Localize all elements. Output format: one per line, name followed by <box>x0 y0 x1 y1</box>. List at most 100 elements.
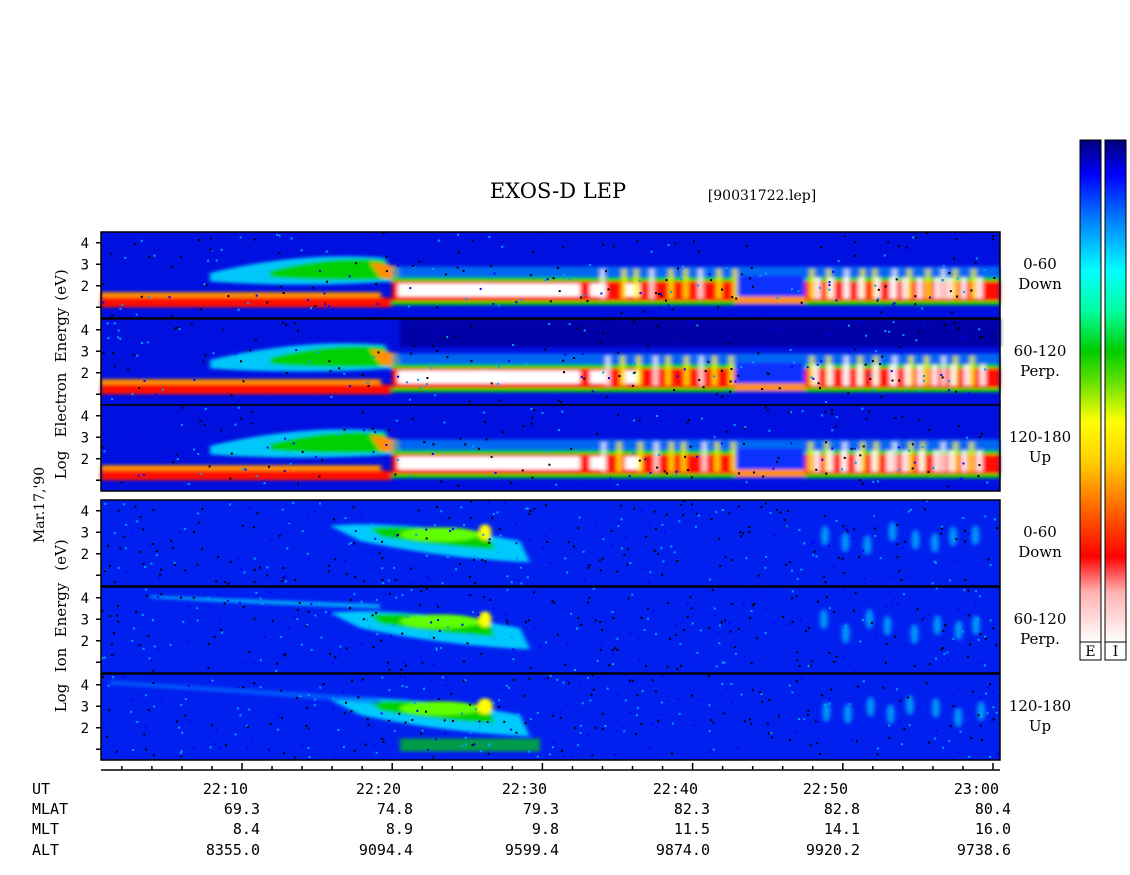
orbit-value: 8.9 <box>386 820 413 838</box>
colorbar-ion-label-box <box>1104 641 1127 661</box>
orbit-table: UT 22:10 22:20 22:30 22:40 22:50 23:00 MLAT 69.3… <box>32 780 1011 859</box>
panel-angle-label: 60-120 <box>1014 610 1067 628</box>
ion-ylabel-unit: (eV) <box>52 539 70 570</box>
panel-angle-label: 60-120 <box>1014 342 1067 360</box>
y-tick-label: 3 <box>81 257 89 273</box>
electron-ylabel-energy: Energy <box>52 307 70 362</box>
spectral-features <box>101 429 1000 481</box>
orbit-value: 9094.4 <box>359 841 413 859</box>
y-tick-label: 3 <box>81 525 89 541</box>
colorbar-ion-label: I <box>1113 644 1119 660</box>
y-tick-label: 3 <box>81 699 89 715</box>
noise-speckle <box>102 232 996 317</box>
panel-angle-label: 120-180 <box>1009 428 1071 446</box>
y-tick-label: 4 <box>81 409 89 425</box>
panel-frame <box>100 673 1001 761</box>
y-tick-label: 4 <box>81 504 89 520</box>
colorbars: E I <box>1079 139 1127 661</box>
orbit-row-label: UT <box>32 780 50 798</box>
ion-ylabel: Log Ion Energy (eV) <box>52 539 70 712</box>
colorbar-ion <box>1104 139 1127 643</box>
x-tick-label: 22:40 <box>653 780 698 798</box>
orbit-value: 16.0 <box>975 820 1011 838</box>
orbit-value: 8.4 <box>233 820 260 838</box>
panel-labels: 0-60 Down 60-120 Perp. 120-180 Up 0-60 Down 60-1… <box>1009 255 1071 735</box>
y-tick-label: 4 <box>81 591 89 607</box>
y-tick-label: 2 <box>81 721 89 737</box>
colorbar-electron-label-box <box>1079 641 1102 661</box>
date-label: Mar.17,'90 <box>32 467 48 543</box>
panel-direction-label: Perp. <box>1020 362 1060 380</box>
panel-direction-label: Down <box>1018 543 1062 561</box>
orbit-value: 9738.6 <box>957 841 1011 859</box>
orbit-value: 69.3 <box>224 800 260 818</box>
noise-speckle <box>102 319 994 404</box>
x-tick-label: 22:10 <box>203 780 248 798</box>
electron-ylabel-species: Electron <box>52 372 70 437</box>
y-tick-label: 2 <box>81 634 89 650</box>
file-tag: [90031722.lep] <box>708 188 816 204</box>
electron-ylabel: Log Electron Energy (eV) <box>52 269 70 479</box>
spectral-features <box>330 521 980 563</box>
y-tick-label: 2 <box>81 452 89 468</box>
orbit-row-label: MLT <box>32 820 59 838</box>
time-axis <box>101 763 1000 771</box>
panel-direction-label: Down <box>1018 275 1062 293</box>
y-tick-label: 3 <box>81 612 89 628</box>
panel-angle-label: 120-180 <box>1009 697 1071 715</box>
orbit-value: 11.5 <box>674 820 710 838</box>
orbit-value: 82.3 <box>674 800 710 818</box>
panel-electron-2: 2 3 4 <box>81 404 1001 492</box>
panel-frame <box>100 499 1001 587</box>
y-tick-label: 4 <box>81 236 89 252</box>
noise-speckle <box>101 406 989 489</box>
y-tick-label: 4 <box>81 678 89 694</box>
y-tick-label: 2 <box>81 366 89 382</box>
panel-ion-2: 2 3 4 <box>81 673 1001 761</box>
panel-electron-1: 2 3 4 <box>81 318 1001 406</box>
ion-ylabel-log: Log <box>52 683 70 712</box>
panel-direction-label: Perp. <box>1020 630 1060 648</box>
orbit-value: 9599.4 <box>505 841 559 859</box>
y-tick-label: 4 <box>81 323 89 339</box>
panel-direction-label: Up <box>1029 717 1051 735</box>
orbit-value: 14.1 <box>824 820 860 838</box>
x-tick-label: 23:00 <box>954 780 999 798</box>
x-tick-label: 22:20 <box>356 780 401 798</box>
y-tick-label: 2 <box>81 279 89 295</box>
panel-direction-label: Up <box>1029 448 1051 466</box>
orbit-row-label: MLAT <box>32 800 68 818</box>
electron-ylabel-unit: (eV) <box>52 269 70 300</box>
chart-title: EXOS-D LEP <box>490 179 626 203</box>
electron-ylabel-log: Log <box>52 450 70 479</box>
spectrogram-panels: 2 3 4 2 3 4 2 3 4 2 3 4 2 3 4 2 3 4 <box>81 231 1001 761</box>
panel-electron-0: 2 3 4 <box>81 231 1001 319</box>
panel-angle-label: 0-60 <box>1023 523 1057 541</box>
y-tick-label: 3 <box>81 344 89 360</box>
panel-background <box>101 500 1000 586</box>
noise-speckle <box>101 674 999 759</box>
spectral-features <box>101 319 1000 395</box>
orbit-value: 79.3 <box>523 800 559 818</box>
colorbar-electron-label: E <box>1085 644 1095 660</box>
x-tick-label: 22:30 <box>502 780 547 798</box>
y-tick-label: 3 <box>81 430 89 446</box>
orbit-value: 9.8 <box>532 820 559 838</box>
panel-frame <box>100 586 1001 674</box>
orbit-value: 80.4 <box>975 800 1011 818</box>
panel-ion-1: 2 3 4 <box>81 586 1001 674</box>
panel-frame <box>100 231 1001 319</box>
noise-speckle <box>104 500 999 585</box>
panel-angle-label: 0-60 <box>1023 255 1057 273</box>
panel-ion-0: 2 3 4 <box>81 499 1001 587</box>
spectral-features <box>150 595 981 650</box>
orbit-value: 74.8 <box>377 800 413 818</box>
ion-ylabel-energy: Energy <box>52 582 70 637</box>
spectral-features <box>101 256 1000 308</box>
orbit-value: 9920.2 <box>806 841 860 859</box>
orbit-value: 9874.0 <box>656 841 710 859</box>
x-tick-label: 22:50 <box>803 780 848 798</box>
panel-background <box>101 674 1000 760</box>
orbit-value: 8355.0 <box>206 841 260 859</box>
